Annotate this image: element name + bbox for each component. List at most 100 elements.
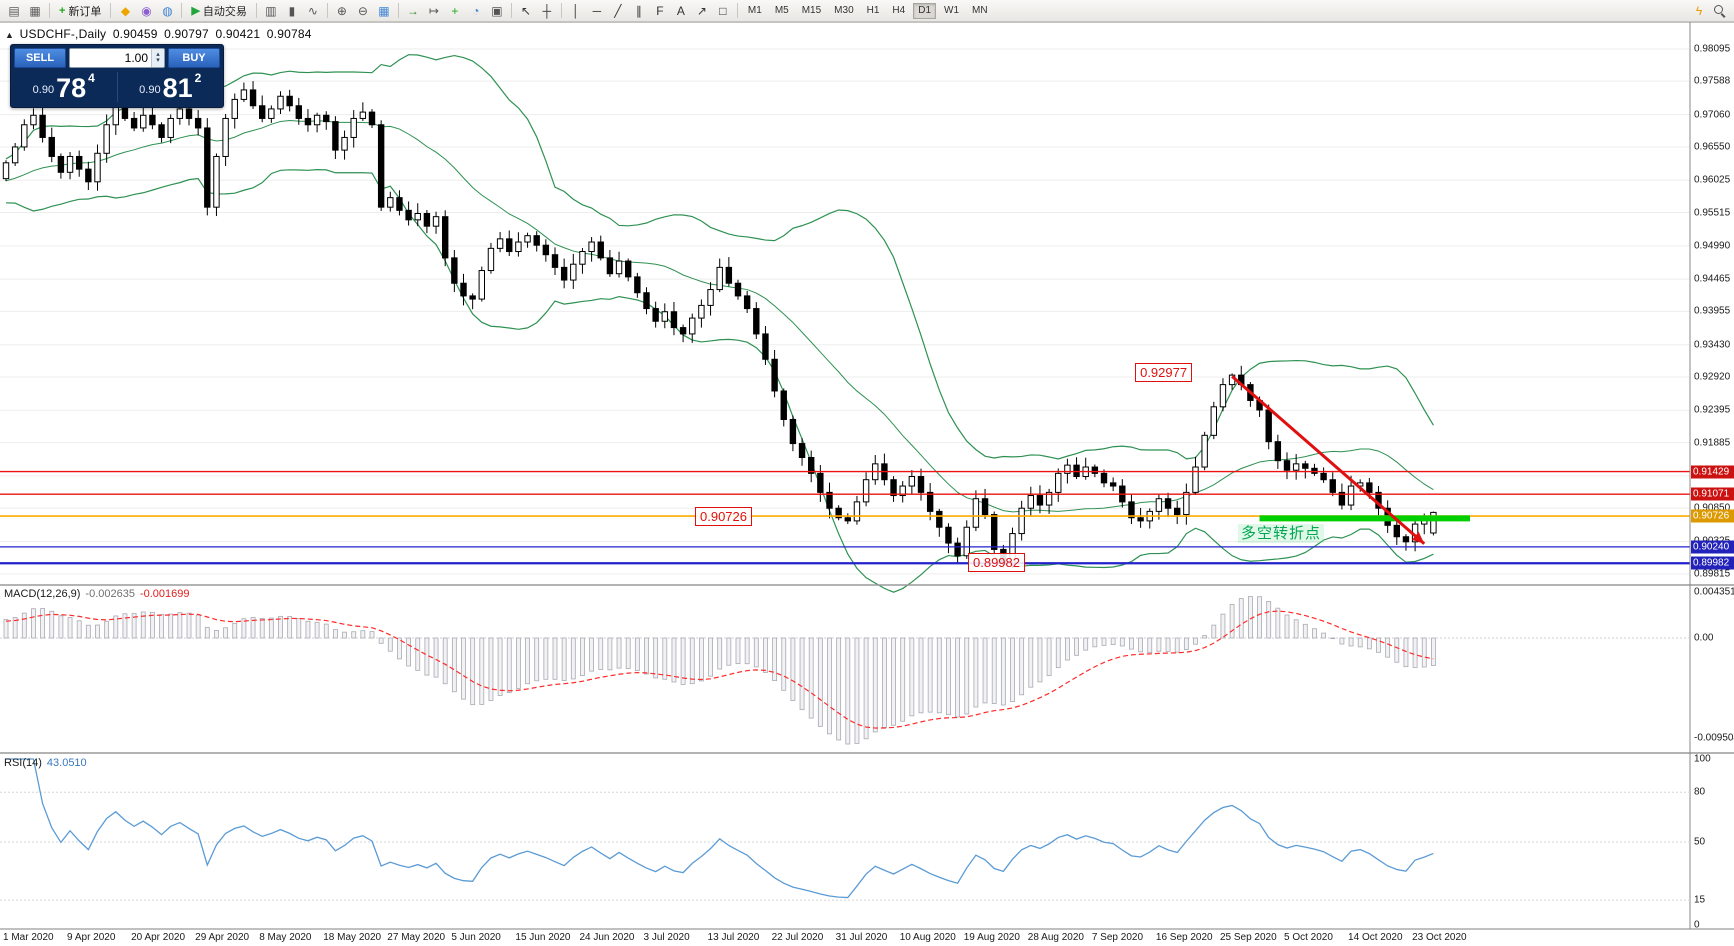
timeframe-mn-button[interactable]: MN [967, 3, 993, 19]
buy-price-big: 81 [162, 73, 193, 103]
auto-scroll-icon[interactable]: → [406, 3, 419, 18]
ohlc-high: 0.90797 [164, 27, 209, 41]
toolbar-separator [49, 3, 50, 18]
date-axis-label: 18 May 2020 [323, 932, 382, 943]
channel-tool-icon[interactable]: ∥ [635, 3, 642, 18]
search-icon[interactable] [1713, 4, 1726, 17]
fibo-tool-icon[interactable]: F [656, 3, 664, 18]
shapes-tool-icon[interactable]: □ [719, 3, 727, 18]
peak-price-label[interactable]: 0.92977 [1135, 363, 1193, 383]
date-axis-label: 10 Aug 2020 [899, 932, 956, 943]
date-axis-label: 20 Apr 2020 [131, 932, 186, 943]
timeframe-m30-button[interactable]: M30 [829, 3, 858, 19]
date-axis-label: 5 Oct 2020 [1284, 932, 1333, 943]
price-axis-label: 0.95515 [1694, 207, 1731, 219]
auto-trade-icon: ▶ [191, 5, 200, 17]
buy-button[interactable]: BUY [168, 48, 220, 68]
sell-button[interactable]: SELL [14, 48, 66, 68]
date-axis-label: 14 Oct 2020 [1348, 932, 1403, 943]
timeframe-d1-button[interactable]: D1 [913, 2, 937, 19]
zoom-in-icon[interactable]: ⊕ [336, 3, 347, 18]
price-axis-label: 0.93430 [1694, 339, 1731, 351]
new-chart-icon[interactable]: ▤ [8, 3, 20, 18]
profiles-icon[interactable]: ▦ [29, 3, 41, 18]
turning-point-note[interactable]: 多空转折点 [1238, 524, 1325, 543]
one-click-trading-panel: SELL ▴ ▾ BUY 0.90 78 4 0.90 81 2 [10, 44, 224, 108]
templates-icon[interactable]: ▣ [491, 3, 503, 18]
buy-price-sup: 2 [194, 71, 202, 85]
toolbar-separator [326, 3, 328, 18]
timeframe-h1-button[interactable]: H1 [862, 3, 885, 19]
trendline-tool-icon[interactable]: ╱ [614, 3, 622, 18]
date-axis-label: 23 Oct 2020 [1412, 932, 1467, 943]
stepper-up-icon[interactable]: ▴ [156, 50, 160, 58]
auto-trade-button-label: 自动交易 [202, 5, 247, 18]
add-indicator-icon[interactable]: + [451, 3, 459, 18]
price-badge: 0.90726 [1691, 509, 1734, 523]
rsi-axis-label: 50 [1694, 836, 1706, 848]
price-axis-label: 0.96025 [1694, 174, 1731, 186]
toolbar-left-group: ▤ ▦ + 新订单 ◆ ◉ ◍ ▶ 自动交易 ▥ ▮ ∿ ⊕ ⊖ ▦ → ↦ + ◔ ▣ ↖ ┼ │ ─ ╱ ∥ F A ↗ □ M1 M5 M… [4, 2, 994, 20]
ohlc-close: 0.90784 [266, 27, 312, 41]
zoom-out-icon[interactable]: ⊖ [357, 3, 368, 18]
price-badge: 0.89982 [1691, 556, 1734, 570]
rsi-name: RSI(14) [4, 757, 42, 769]
sell-price-big: 78 [56, 73, 87, 103]
signals-icon[interactable]: ◉ [141, 3, 152, 18]
date-axis-label: 29 Apr 2020 [195, 932, 250, 943]
rsi-axis-label: 15 [1694, 894, 1706, 906]
period-icon[interactable]: ◔ [472, 3, 480, 18]
arrows-tool-icon[interactable]: ↗ [696, 3, 707, 18]
macd-axis-label: 0.00 [1694, 632, 1714, 644]
timeframe-m1-button[interactable]: M1 [743, 3, 767, 19]
date-axis-label: 8 May 2020 [259, 932, 312, 943]
toolbar-separator [181, 3, 183, 18]
price-badge: 0.91071 [1691, 487, 1734, 501]
timeframe-w1-button[interactable]: W1 [939, 3, 964, 19]
price-axis-label: 0.92920 [1694, 371, 1731, 383]
volume-field: ▴ ▾ [69, 48, 165, 68]
timeframe-m5-button[interactable]: M5 [770, 3, 794, 19]
volume-input[interactable] [70, 49, 151, 67]
buy-price[interactable]: 0.90 81 2 [121, 70, 221, 104]
macd-main-value: -0.002635 [85, 588, 135, 600]
chart-shift-icon[interactable]: ↦ [428, 3, 439, 18]
new-order-button[interactable]: + 新订单 [54, 2, 106, 20]
support-price-label[interactable]: 0.90726 [695, 507, 752, 527]
sell-price-small: 0.90 [32, 83, 55, 96]
macd-axis-label: -0.009504 [1694, 732, 1734, 744]
tile-windows-icon[interactable]: ▦ [378, 3, 390, 18]
text-tool-icon[interactable]: A [676, 3, 685, 18]
rsi-value: 43.0510 [46, 757, 87, 769]
sell-price[interactable]: 0.90 78 4 [14, 70, 114, 104]
timeframe-m15-button[interactable]: M15 [797, 3, 826, 19]
quick-trade-icon[interactable]: ϟ [1695, 3, 1703, 18]
price-axis-label: 0.97060 [1694, 109, 1731, 121]
auto-trade-button[interactable]: ▶ 自动交易 [186, 2, 251, 20]
cursor-icon[interactable]: ↖ [520, 3, 531, 18]
toolbar: ▤ ▦ + 新订单 ◆ ◉ ◍ ▶ 自动交易 ▥ ▮ ∿ ⊕ ⊖ ▦ → ↦ + ◔ ▣ ↖ ┼ │ ─ ╱ ∥ F A ↗ □ M1 M5 M… [0, 0, 1734, 22]
timeframe-h4-button[interactable]: H4 [887, 3, 910, 19]
price-axis-label: 0.92395 [1694, 404, 1731, 416]
candles-type-icon[interactable]: ▮ [288, 3, 296, 18]
vps-icon[interactable]: ◍ [162, 3, 173, 18]
rsi-indicator-label: RSI(14) 43.0510 [4, 757, 92, 769]
date-axis-label: 22 Jul 2020 [771, 932, 824, 943]
price-badge: 0.91429 [1691, 465, 1734, 479]
market-icon[interactable]: ◆ [120, 3, 131, 18]
stepper-down-icon[interactable]: ▾ [156, 57, 160, 64]
bars-type-icon[interactable]: ▥ [265, 3, 277, 18]
low-price-label[interactable]: 0.89982 [968, 553, 1025, 573]
date-axis-label: 28 Aug 2020 [1027, 932, 1084, 943]
sell-price-sup: 4 [88, 71, 95, 85]
volume-stepper[interactable]: ▴ ▾ [151, 49, 164, 67]
vline-tool-icon[interactable]: │ [572, 3, 580, 18]
line-type-icon[interactable]: ∿ [307, 3, 318, 18]
crosshair-icon[interactable]: ┼ [542, 3, 552, 18]
date-axis-label: 24 Jun 2020 [579, 932, 635, 943]
date-axis-label: 7 Sep 2020 [1091, 932, 1144, 943]
new-order-icon: + [59, 4, 66, 17]
hline-tool-icon[interactable]: ─ [592, 3, 602, 18]
price-badge: 0.90240 [1691, 540, 1734, 554]
